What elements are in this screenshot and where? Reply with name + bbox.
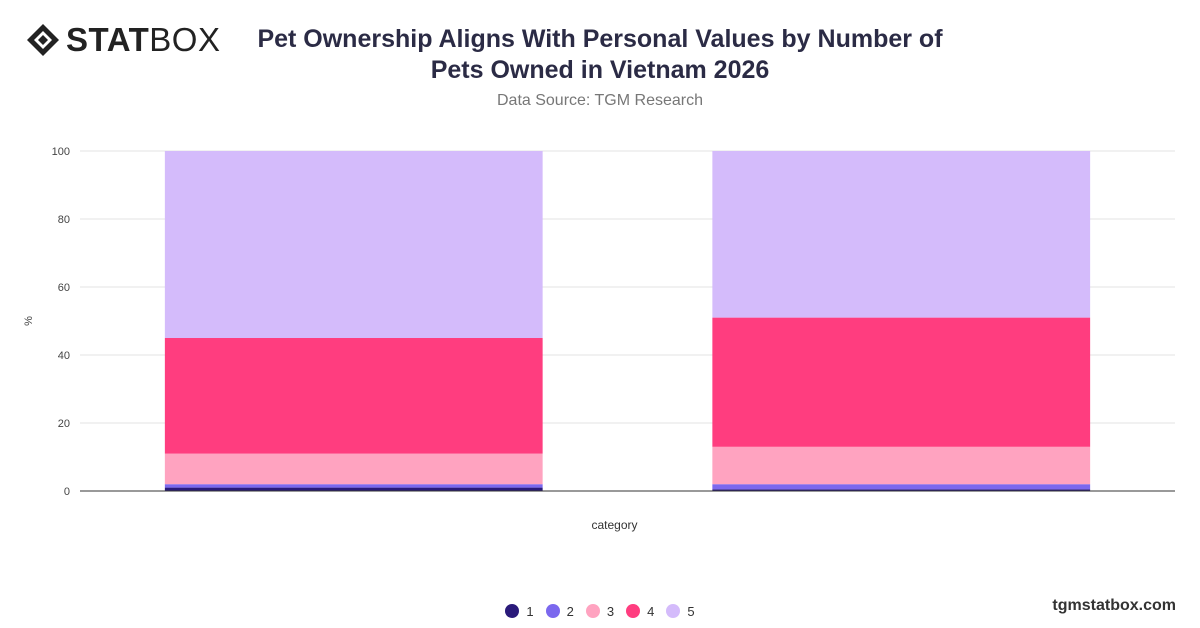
- y-tick-label: 80: [58, 214, 70, 226]
- bar-segment-series-4: [712, 317, 1091, 447]
- legend-label: 3: [606, 603, 615, 619]
- legend-label: 4: [647, 603, 655, 619]
- statbox-logo: STATBOX: [26, 22, 220, 58]
- y-tick-label: 0: [64, 486, 70, 498]
- logo-bold-text: STAT: [66, 21, 150, 58]
- legend-item-2[interactable]: 2: [545, 603, 574, 619]
- legend-item-1[interactable]: 1: [505, 603, 534, 619]
- website-watermark: tgmstatbox.com: [1052, 597, 1176, 614]
- stacked-bar-chart: 0 20 40 60 80 100 category%: [23, 146, 1175, 532]
- axes: 0 20 40 60 80 100 category%: [23, 146, 1175, 532]
- y-tick-label: 40: [58, 350, 70, 362]
- x-axis-label: category: [591, 518, 637, 532]
- statbox-diamond-icon: [27, 24, 59, 56]
- logo-light-text: BOX: [149, 21, 221, 58]
- legend-label: 5: [687, 603, 695, 619]
- y-tick-label: 20: [58, 418, 70, 430]
- legend-swatch: [585, 604, 600, 618]
- legend-item-5[interactable]: 5: [666, 603, 695, 619]
- bar-segment-series-3: [712, 446, 1091, 485]
- y-tick-label: 100: [52, 146, 70, 158]
- legend: 1 2 3 4 5: [0, 601, 1200, 621]
- legend-swatch: [666, 604, 681, 618]
- y-axis-label: %: [23, 316, 35, 326]
- y-tick-label: 60: [58, 282, 70, 294]
- legend-label: 1: [526, 603, 534, 619]
- bar-segment-series-3: [164, 453, 543, 485]
- bar-segment-series-1: [164, 487, 543, 491]
- logo-wordmark: STATBOX: [66, 22, 220, 58]
- bars: [164, 151, 1091, 491]
- legend-swatch: [505, 604, 520, 618]
- chart-subtitle: Data Source: TGM Research: [496, 92, 703, 109]
- bar-segment-series-4: [164, 338, 543, 454]
- legend-item-4[interactable]: 4: [626, 604, 654, 619]
- bar-segment-series-5: [712, 151, 1091, 318]
- bar-segment-series-2: [712, 484, 1091, 490]
- legend-swatch: [545, 604, 560, 618]
- legend-swatch: [626, 604, 641, 618]
- chart-title: Pet Ownership Aligns With Personal Value…: [257, 25, 943, 84]
- bar-segment-series-2: [164, 484, 543, 488]
- legend-item-3[interactable]: 3: [585, 603, 615, 619]
- legend-label: 2: [566, 603, 574, 619]
- bar-segment-series-1: [712, 489, 1091, 491]
- bar-segment-series-5: [164, 151, 543, 338]
